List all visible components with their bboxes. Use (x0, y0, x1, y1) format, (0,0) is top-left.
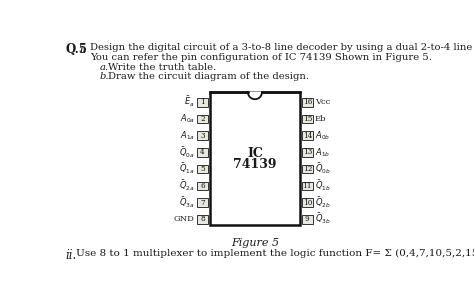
Bar (302, 98, 313, 107)
Text: 16: 16 (302, 98, 312, 106)
Text: 8: 8 (201, 215, 205, 223)
Text: b.: b. (100, 72, 109, 81)
Text: 12: 12 (302, 165, 312, 173)
Text: $\bar{Q}_{2a}$: $\bar{Q}_{2a}$ (179, 179, 195, 193)
Text: $A_{1b}$: $A_{1b}$ (315, 146, 330, 159)
Text: 1: 1 (200, 98, 205, 106)
Text: $\bar{Q}_{1b}$: $\bar{Q}_{1b}$ (315, 179, 331, 193)
Bar (197, 215, 208, 223)
Text: 7: 7 (201, 199, 205, 207)
Bar (302, 165, 313, 173)
Text: i.: i. (80, 43, 87, 56)
Text: $A_{0a}$: $A_{0a}$ (180, 113, 195, 125)
Text: Q.5: Q.5 (65, 43, 87, 56)
Text: $\bar{Q}_{0b}$: $\bar{Q}_{0b}$ (315, 162, 331, 176)
Text: 6: 6 (201, 182, 205, 190)
Text: ii.: ii. (65, 249, 77, 262)
Text: a.: a. (100, 63, 109, 72)
Text: 2: 2 (201, 115, 205, 123)
Text: Draw the circuit diagram of the design.: Draw the circuit diagram of the design. (108, 72, 309, 81)
Bar (197, 148, 208, 157)
Text: 15: 15 (302, 115, 312, 123)
Text: $\bar{Q}_{3a}$: $\bar{Q}_{3a}$ (179, 196, 195, 210)
Bar (302, 182, 313, 190)
Bar (197, 131, 208, 140)
Text: $\bar{Q}_{2b}$: $\bar{Q}_{2b}$ (315, 196, 331, 210)
Bar (302, 115, 313, 123)
Text: GND: GND (174, 215, 195, 223)
Text: $A_{0b}$: $A_{0b}$ (315, 130, 330, 142)
Text: 10: 10 (302, 199, 312, 207)
Text: $\bar{E}_a$: $\bar{E}_a$ (184, 95, 195, 109)
Polygon shape (248, 92, 262, 99)
Text: $\bar{Q}_{1a}$: $\bar{Q}_{1a}$ (179, 162, 195, 176)
Text: You can refer the pin configuration of IC 74139 Shown in Figure 5.: You can refer the pin configuration of I… (90, 53, 432, 62)
Text: 14: 14 (302, 132, 312, 140)
Text: Design the digital circuit of a 3-to-8 line decoder by using a dual 2-to-4 line : Design the digital circuit of a 3-to-8 l… (90, 43, 474, 52)
Text: Use 8 to 1 multiplexer to implement the logic function F= Σ (0,4,7,10,5,2,15,8,1: Use 8 to 1 multiplexer to implement the … (76, 249, 474, 258)
Bar (302, 198, 313, 207)
Text: $A_{1a}$: $A_{1a}$ (180, 130, 195, 142)
Text: $\bar{Q}_{0a}$: $\bar{Q}_{0a}$ (179, 145, 195, 160)
Bar (302, 148, 313, 157)
Bar (210, 92, 300, 225)
Text: 5: 5 (201, 165, 205, 173)
Text: IC: IC (247, 147, 263, 160)
Bar (197, 98, 208, 107)
Text: 13: 13 (302, 149, 312, 157)
Text: Vcc: Vcc (315, 98, 330, 106)
Bar (197, 198, 208, 207)
Bar (302, 131, 313, 140)
Text: 3: 3 (201, 132, 205, 140)
Text: 4: 4 (201, 149, 205, 157)
Text: 74139: 74139 (233, 158, 277, 171)
Bar (197, 115, 208, 123)
Text: Write the truth table.: Write the truth table. (108, 63, 216, 72)
Text: 9: 9 (305, 215, 310, 223)
Text: 11: 11 (302, 182, 312, 190)
Text: Figure 5: Figure 5 (231, 238, 279, 248)
Text: Eb: Eb (315, 115, 327, 123)
Bar (197, 165, 208, 173)
Bar (197, 182, 208, 190)
Text: $\bar{Q}_{3b}$: $\bar{Q}_{3b}$ (315, 212, 331, 227)
Bar (302, 215, 313, 223)
